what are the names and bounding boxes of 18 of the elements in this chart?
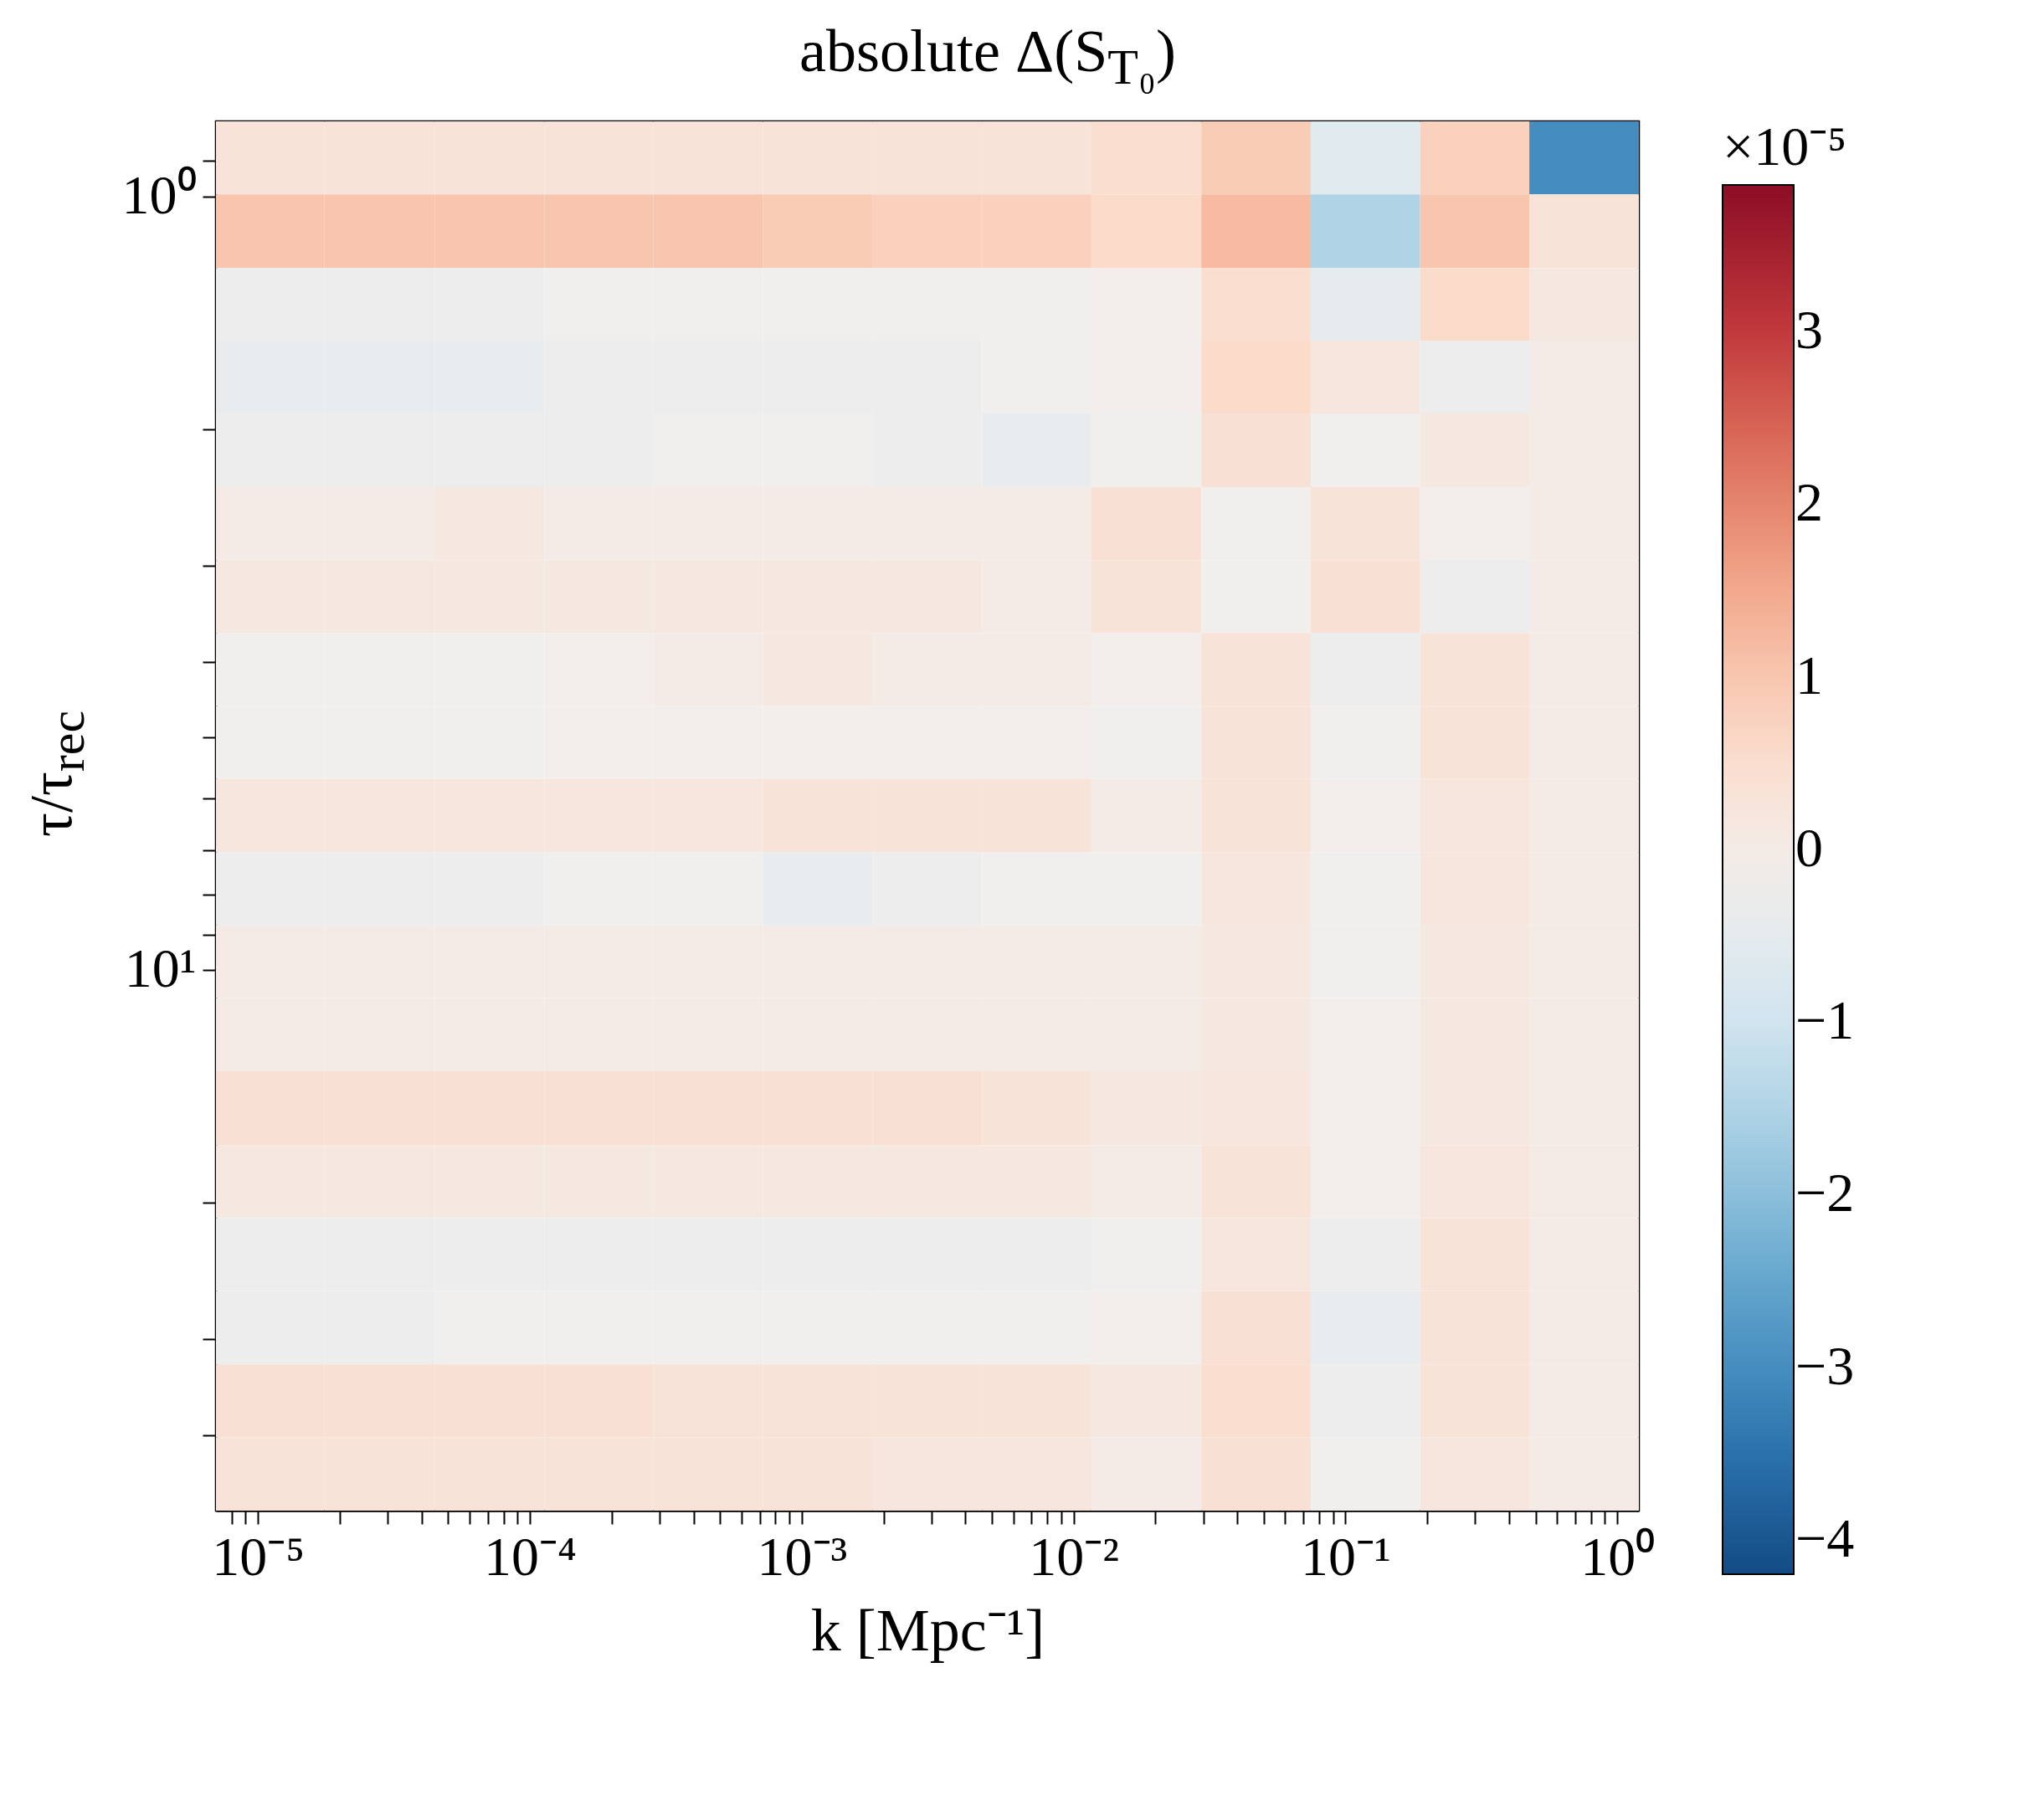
color-bar-label: −2 [1795, 1162, 1855, 1224]
x-tick-label: 10⁻³ [757, 1525, 848, 1587]
color-bar-label: 2 [1795, 471, 1823, 533]
x-axis-title: k [Mpc⁻¹] [810, 1596, 1045, 1664]
y-tick-label: 10¹ [124, 937, 197, 999]
x-tick-label: 10⁻² [1029, 1525, 1120, 1587]
color-bar-label: 3 [1795, 299, 1823, 361]
x-tick-label: 10⁻¹ [1301, 1525, 1391, 1587]
chart-title: absolute Δ(S$_{T₀}$) [799, 17, 1177, 97]
x-tick-label: 10⁰ [1580, 1525, 1656, 1587]
color-bar-title: ×10⁻⁵ [1723, 115, 1847, 177]
x-tick-label: 10⁻⁵ [212, 1525, 306, 1587]
x-tick-label: 10⁻⁴ [484, 1525, 578, 1587]
color-bar-label: −1 [1795, 989, 1855, 1051]
color-bar-label: −4 [1795, 1506, 1855, 1568]
color-bar-label: 0 [1795, 816, 1823, 878]
color-bar-label: −3 [1795, 1334, 1855, 1396]
color-bar-label: 1 [1795, 644, 1823, 706]
